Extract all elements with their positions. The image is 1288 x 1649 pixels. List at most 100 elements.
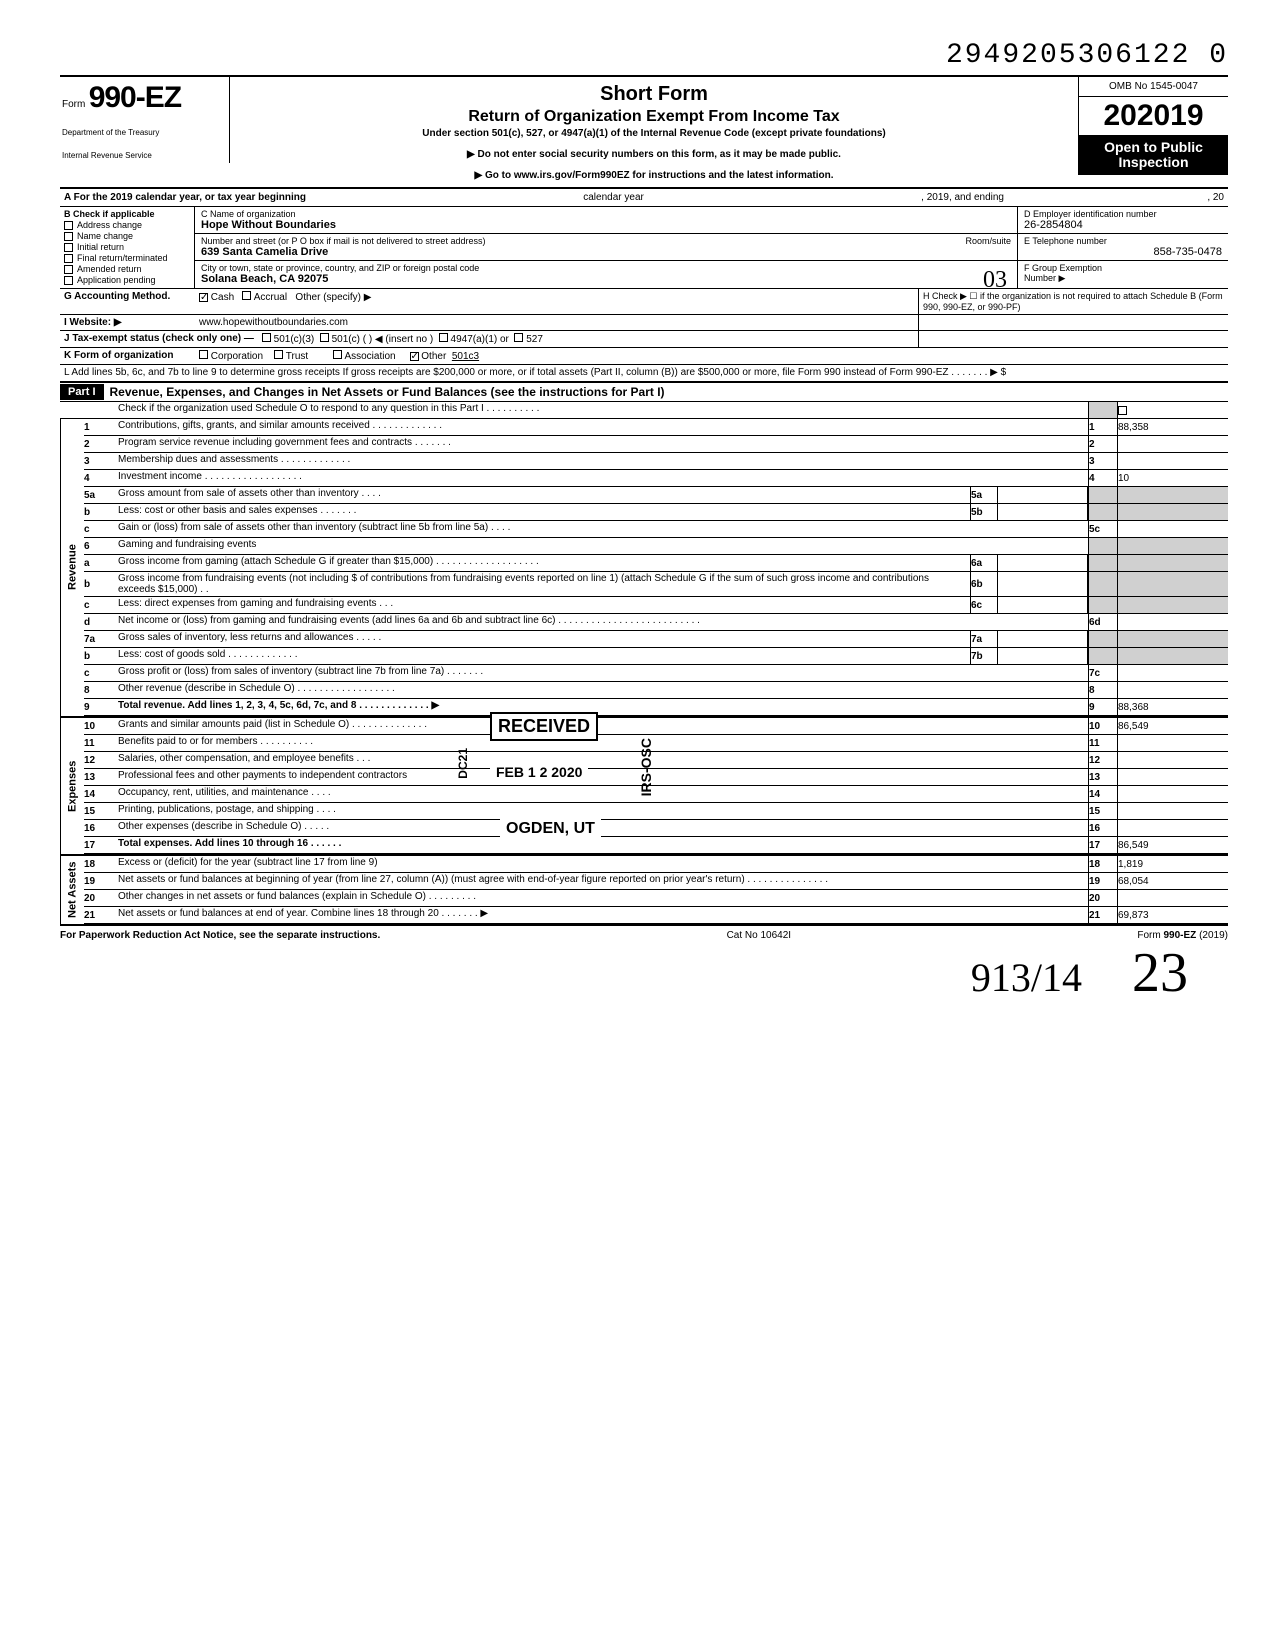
inner-line-value[interactable] [998,631,1088,647]
chk-initial-return[interactable] [64,243,73,252]
line-ref-shaded [1088,597,1118,613]
form-line-20: 20Other changes in net assets or fund ba… [84,890,1228,907]
line-value[interactable] [1118,665,1228,681]
line-value[interactable] [1118,820,1228,836]
form-line-b: bLess: cost or other basis and sales exp… [84,504,1228,521]
line-description: Grants and similar amounts paid (list in… [116,718,1088,734]
inner-line-ref: 7a [970,631,998,647]
inner-line-value[interactable] [998,597,1088,613]
line-value[interactable]: 88,368 [1118,699,1228,715]
inner-line-value[interactable] [998,555,1088,571]
line-value-shaded [1118,487,1228,503]
line-number: 9 [84,699,116,715]
g-label: G Accounting Method. [60,289,195,314]
lbl-insert-no: ) ◀ (insert no ) [369,334,433,345]
inner-line-value[interactable] [998,504,1088,520]
line-value[interactable]: 86,549 [1118,718,1228,734]
line-value[interactable] [1118,890,1228,906]
chk-trust[interactable] [274,350,283,359]
chk-527[interactable] [514,333,523,342]
form-line-2: 2Program service revenue including gover… [84,436,1228,453]
inner-line-value[interactable] [998,648,1088,664]
j-label: J Tax-exempt status (check only one) — [60,331,258,347]
f-label: F Group Exemption [1024,263,1102,273]
form-line-19: 19Net assets or fund balances at beginni… [84,873,1228,890]
title-under-section: Under section 501(c), 527, or 4947(a)(1)… [240,128,1068,139]
line-ref-shaded [1088,631,1118,647]
line-description: Occupancy, rent, utilities, and maintena… [116,786,1088,802]
chk-501c3[interactable] [262,333,271,342]
line-ref: 19 [1088,873,1118,889]
line-description: Gain or (loss) from sale of assets other… [116,521,1088,537]
inner-line-value[interactable] [998,487,1088,503]
chk-name-change[interactable] [64,232,73,241]
form-line-12: 12Salaries, other compensation, and empl… [84,752,1228,769]
line-value[interactable] [1118,752,1228,768]
scan-number: 2949205306122 0 [60,40,1228,71]
line-number: c [84,665,116,681]
form-line-17: 17Total expenses. Add lines 10 through 1… [84,837,1228,854]
line-value[interactable] [1118,786,1228,802]
lbl-trust: Trust [286,351,308,362]
chk-schedule-o[interactable] [1118,406,1127,415]
lbl-application-pending: Application pending [77,275,156,285]
line-number: d [84,614,116,630]
form-line-14: 14Occupancy, rent, utilities, and mainte… [84,786,1228,803]
line-value[interactable] [1118,735,1228,751]
line-ref: 8 [1088,682,1118,698]
vtab-revenue: Revenue [60,419,84,716]
chk-501c[interactable] [320,333,329,342]
chk-association[interactable] [333,350,342,359]
form-number: 990-EZ [89,81,181,114]
line-value[interactable]: 86,549 [1118,837,1228,853]
line-value[interactable] [1118,453,1228,469]
chk-amended[interactable] [64,265,73,274]
inner-line-value[interactable] [998,572,1088,596]
line-ref: 17 [1088,837,1118,853]
lbl-4947: 4947(a)(1) or [451,334,509,345]
footer-form-ref: Form 990-EZ (2019) [1137,930,1228,941]
line-description: Net income or (loss) from gaming and fun… [116,614,1088,630]
lbl-association: Association [344,351,395,362]
chk-accrual[interactable] [242,291,251,300]
line-value-shaded [1118,597,1228,613]
line-value[interactable] [1118,803,1228,819]
line-value[interactable]: 69,873 [1118,907,1228,923]
line-value[interactable]: 10 [1118,470,1228,486]
chk-address-change[interactable] [64,221,73,230]
line-value[interactable]: 88,358 [1118,419,1228,435]
i-label: I Website: ▶ [60,315,195,330]
line-ref-shaded [1088,572,1118,596]
chk-cash[interactable] [199,293,208,302]
dept-treasury: Department of the Treasury [62,129,223,138]
form-line-6: 6Gaming and fundraising events [84,538,1228,555]
handwritten-03: 03 [983,267,1007,294]
chk-other-org[interactable] [410,352,419,361]
line-number: 20 [84,890,116,906]
line-ref: 15 [1088,803,1118,819]
line-number: 1 [84,419,116,435]
inner-line-ref: 5b [970,504,998,520]
line-value[interactable] [1118,614,1228,630]
chk-4947[interactable] [439,333,448,342]
line-value[interactable] [1118,436,1228,452]
lbl-initial-return: Initial return [77,242,124,252]
line-description: Gross income from gaming (attach Schedul… [116,555,970,571]
line-value[interactable] [1118,682,1228,698]
chk-final-return[interactable] [64,254,73,263]
part1-header-row: Part I Revenue, Expenses, and Changes in… [60,381,1228,402]
line-value[interactable] [1118,521,1228,537]
chk-application-pending[interactable] [64,276,73,285]
line-ref: 18 [1088,856,1118,872]
form-line-11: 11Benefits paid to or for members . . . … [84,735,1228,752]
row-a-calendar-year: A For the 2019 calendar year, or tax yea… [60,189,1228,207]
line-description: Less: cost or other basis and sales expe… [116,504,970,520]
line-value[interactable]: 1,819 [1118,856,1228,872]
line-value[interactable]: 68,054 [1118,873,1228,889]
chk-corporation[interactable] [199,350,208,359]
line-number: 7a [84,631,116,647]
line-value[interactable] [1118,769,1228,785]
omb-number: OMB No 1545-0047 [1079,77,1228,97]
line-description: Other revenue (describe in Schedule O) .… [116,682,1088,698]
f-label2: Number ▶ [1024,273,1065,283]
